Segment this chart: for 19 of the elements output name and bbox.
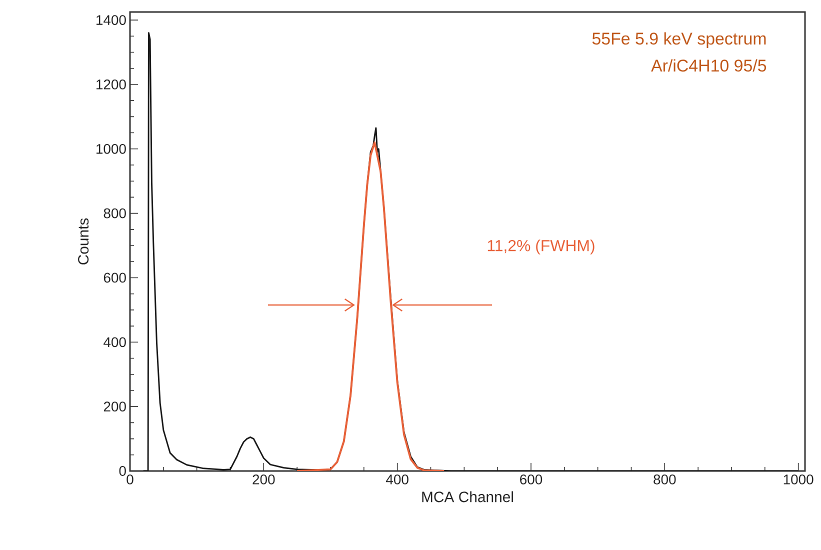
y-tick-label: 200 bbox=[104, 402, 126, 412]
y-tick-label: 1000 bbox=[96, 144, 126, 154]
y-tick-label: 0 bbox=[119, 466, 126, 476]
x-tick-label: 0 bbox=[126, 474, 134, 484]
x-tick-label: 1000 bbox=[784, 474, 814, 484]
x-tick-label: 200 bbox=[252, 474, 275, 484]
y-tick-label: 1200 bbox=[96, 80, 126, 90]
annotation: 11,2% (FWHM) bbox=[488, 240, 594, 254]
annotation: 55Fe 5.9 keV spectrum bbox=[592, 32, 766, 48]
x-tick-label: 400 bbox=[386, 474, 408, 484]
y-tick-label: 1400 bbox=[96, 15, 126, 25]
y-tick-label: 400 bbox=[104, 337, 126, 348]
y-tick-label: 800 bbox=[104, 208, 126, 218]
y-tick-label: 600 bbox=[104, 272, 126, 283]
annotation: Ar/iC4H10 95/5 bbox=[651, 59, 766, 72]
x-tick-label: 600 bbox=[520, 474, 542, 484]
x-axis-title: MCA Channel bbox=[422, 491, 513, 502]
y-axis-title: Counts bbox=[78, 218, 89, 264]
x-tick-label: 800 bbox=[654, 474, 676, 484]
